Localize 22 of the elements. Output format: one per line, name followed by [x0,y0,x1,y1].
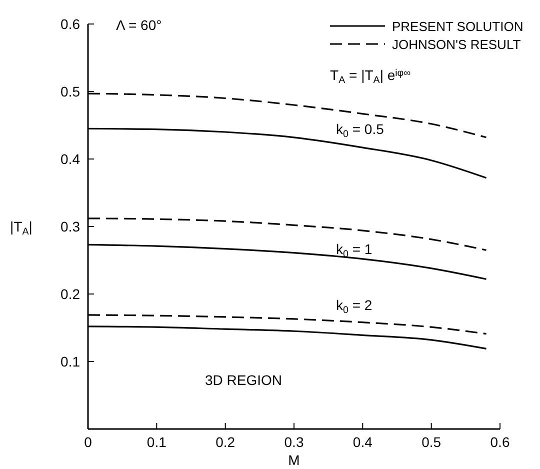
legend-label: PRESENT SOLUTION [392,19,524,34]
y-tick-label: 0.3 [60,218,80,234]
y-tick-label: 0.2 [60,286,80,302]
x-tick-label: 0 [84,434,92,450]
y-tick-label: 0.1 [60,354,80,370]
y-tick-label: 0.6 [60,16,80,32]
annotation: k$_{0}$ = 0.5 [336,121,384,140]
y-tick-label: 0.5 [60,84,80,100]
annotation: 3D REGION [205,372,282,388]
x-tick-label: 0.6 [490,434,510,450]
annotation: k$_{0}$ = 2 [336,297,372,316]
x-tick-label: 0.1 [146,434,167,450]
y-axis-title: |T$_{A}$| [10,218,32,237]
legend-label: JOHNSON'S RESULT [392,37,521,52]
x-tick-label: 0.4 [352,434,373,450]
x-tick-label: 0.5 [422,434,442,450]
x-tick-label: 0.3 [284,434,304,450]
annotation: T$_{A}$ = |T$_{A}$| e$^{iφ∞}$ [330,67,411,86]
y-tick-label: 0.4 [60,151,80,167]
x-tick-label: 0.2 [216,434,236,450]
x-axis-title: M [288,452,300,468]
annotation: Λ = 60° [116,17,162,33]
